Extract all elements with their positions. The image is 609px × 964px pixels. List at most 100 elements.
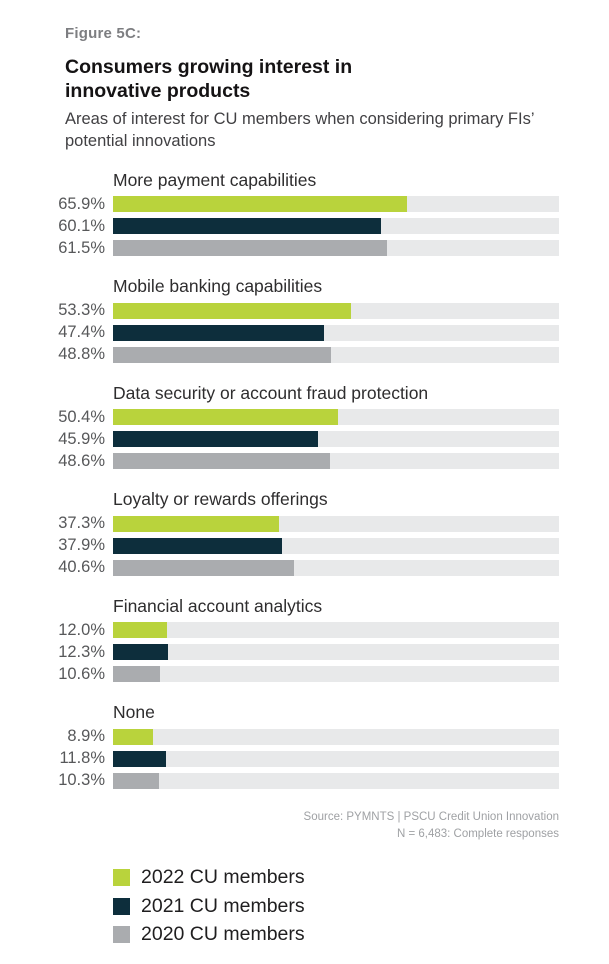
bar-value-label: 47.4% xyxy=(58,323,105,342)
chart-subtitle: Areas of interest for CU members when co… xyxy=(65,110,534,151)
bar-value-label: 65.9% xyxy=(58,194,105,213)
bar-fill xyxy=(113,559,295,576)
bar-fill xyxy=(113,772,159,789)
bar-fill xyxy=(113,750,166,767)
bar-row: 48.8% xyxy=(40,345,559,364)
category-title: More payment capabilities xyxy=(113,169,317,190)
category-group: Financial account analytics 12.0% 12.3% 10.… xyxy=(40,596,559,683)
source-line-1: Source: PYMNTS | PSCU Credit Union Innov… xyxy=(303,810,559,823)
bar-value-label: 12.0% xyxy=(58,620,105,639)
bar-fill xyxy=(113,537,283,554)
bar-track xyxy=(113,453,559,470)
bar-fill xyxy=(113,453,330,470)
bar-row: 37.9% xyxy=(40,536,559,555)
bar-value-label: 45.9% xyxy=(58,429,105,448)
bar-row: 12.0% xyxy=(40,620,559,639)
bar-value-label: 50.4% xyxy=(58,407,105,426)
bar-track xyxy=(113,431,559,448)
bar-row: 45.9% xyxy=(40,429,559,448)
bar-row: 10.3% xyxy=(40,771,559,790)
category-group: Mobile banking capabilities 53.3% 47.4% 48.… xyxy=(40,276,559,363)
legend-item-label: 2020 CU members xyxy=(141,923,305,946)
bar-fill xyxy=(113,324,325,341)
bar-track xyxy=(113,622,559,639)
bar-track xyxy=(113,772,559,789)
legend-item: 2022 CU members xyxy=(113,868,609,888)
bar-value-label: 37.3% xyxy=(58,514,105,533)
bar-track xyxy=(113,346,559,363)
bar-row: 48.6% xyxy=(40,451,559,470)
bar-fill xyxy=(113,302,351,319)
bar-row: 8.9% xyxy=(40,727,559,746)
bar-track xyxy=(113,302,559,319)
bar-fill xyxy=(113,431,318,448)
bar-fill xyxy=(113,515,280,532)
category-title: Financial account analytics xyxy=(113,595,323,616)
bar-fill xyxy=(113,666,161,683)
bar-row: 61.5% xyxy=(40,238,559,257)
chart-title: Consumers growing interest in innovative… xyxy=(65,56,353,103)
bar-value-label: 53.3% xyxy=(58,301,105,320)
category-title: Loyalty or rewards offerings xyxy=(113,489,328,510)
bar-fill xyxy=(113,218,382,235)
figure-header: Figure 5C: Consumers growing interest in… xyxy=(0,25,609,153)
category-group: Data security or account fraud protectio… xyxy=(40,383,559,470)
bar-track xyxy=(113,324,559,341)
source-note: Source: PYMNTS | PSCU Credit Union Innov… xyxy=(40,809,559,844)
legend-item-label: 2021 CU members xyxy=(141,894,305,917)
bar-row: 53.3% xyxy=(40,301,559,320)
legend-swatch-2021 xyxy=(113,897,130,915)
bar-track xyxy=(113,750,559,767)
bar-track xyxy=(113,559,559,576)
legend-item-label: 2022 CU members xyxy=(141,866,305,889)
bar-fill xyxy=(113,240,388,257)
category-title: Data security or account fraud protectio… xyxy=(113,382,429,403)
bar-fill xyxy=(113,644,168,661)
category-group: More payment capabilities 65.9% 60.1% 61.5% xyxy=(40,170,559,257)
bar-fill xyxy=(113,196,407,213)
legend-item: 2021 CU members xyxy=(113,894,609,917)
bar-value-label: 48.8% xyxy=(58,345,105,364)
source-line-2: N = 6,483: Complete responses xyxy=(396,827,559,840)
legend-swatch-2020 xyxy=(113,926,130,944)
bar-fill xyxy=(113,409,338,426)
bar-row: 60.1% xyxy=(40,216,559,235)
bar-track xyxy=(113,644,559,661)
legend-item: 2020 CU members xyxy=(113,925,609,945)
bar-value-label: 10.6% xyxy=(58,664,105,683)
bar-value-label: 61.5% xyxy=(58,238,105,257)
bar-value-label: 40.6% xyxy=(58,558,105,577)
figure-number-label: Figure 5C: xyxy=(65,25,142,42)
bar-chart: More payment capabilities 65.9% 60.1% 61.5%… xyxy=(40,170,559,789)
bar-track xyxy=(113,218,559,235)
bar-track xyxy=(113,409,559,426)
bar-value-label: 37.9% xyxy=(58,536,105,555)
bar-row: 12.3% xyxy=(40,642,559,661)
category-title: None xyxy=(113,702,155,723)
bar-fill xyxy=(113,346,331,363)
bar-track xyxy=(113,666,559,683)
bar-row: 47.4% xyxy=(40,323,559,342)
bar-track xyxy=(113,728,559,745)
bar-fill xyxy=(113,728,153,745)
bar-value-label: 11.8% xyxy=(59,749,105,768)
bar-value-label: 8.9% xyxy=(67,727,105,746)
bar-value-label: 48.6% xyxy=(58,451,105,470)
bar-track xyxy=(113,537,559,554)
bar-row: 40.6% xyxy=(40,558,559,577)
bar-fill xyxy=(113,622,167,639)
bar-track xyxy=(113,515,559,532)
bar-row: 11.8% xyxy=(40,749,559,768)
bar-value-label: 60.1% xyxy=(58,216,105,235)
category-group: Loyalty or rewards offerings 37.3% 37.9% 40… xyxy=(40,489,559,576)
bar-track xyxy=(113,196,559,213)
bar-value-label: 12.3% xyxy=(58,642,105,661)
bar-value-label: 10.3% xyxy=(58,771,105,790)
chart-legend: 2022 CU members 2021 CU members 2020 CU me… xyxy=(113,868,609,945)
bar-track xyxy=(113,240,559,257)
bar-row: 37.3% xyxy=(40,514,559,533)
legend-swatch-2022 xyxy=(113,869,130,887)
category-title: Mobile banking capabilities xyxy=(113,276,323,297)
bar-row: 65.9% xyxy=(40,194,559,213)
